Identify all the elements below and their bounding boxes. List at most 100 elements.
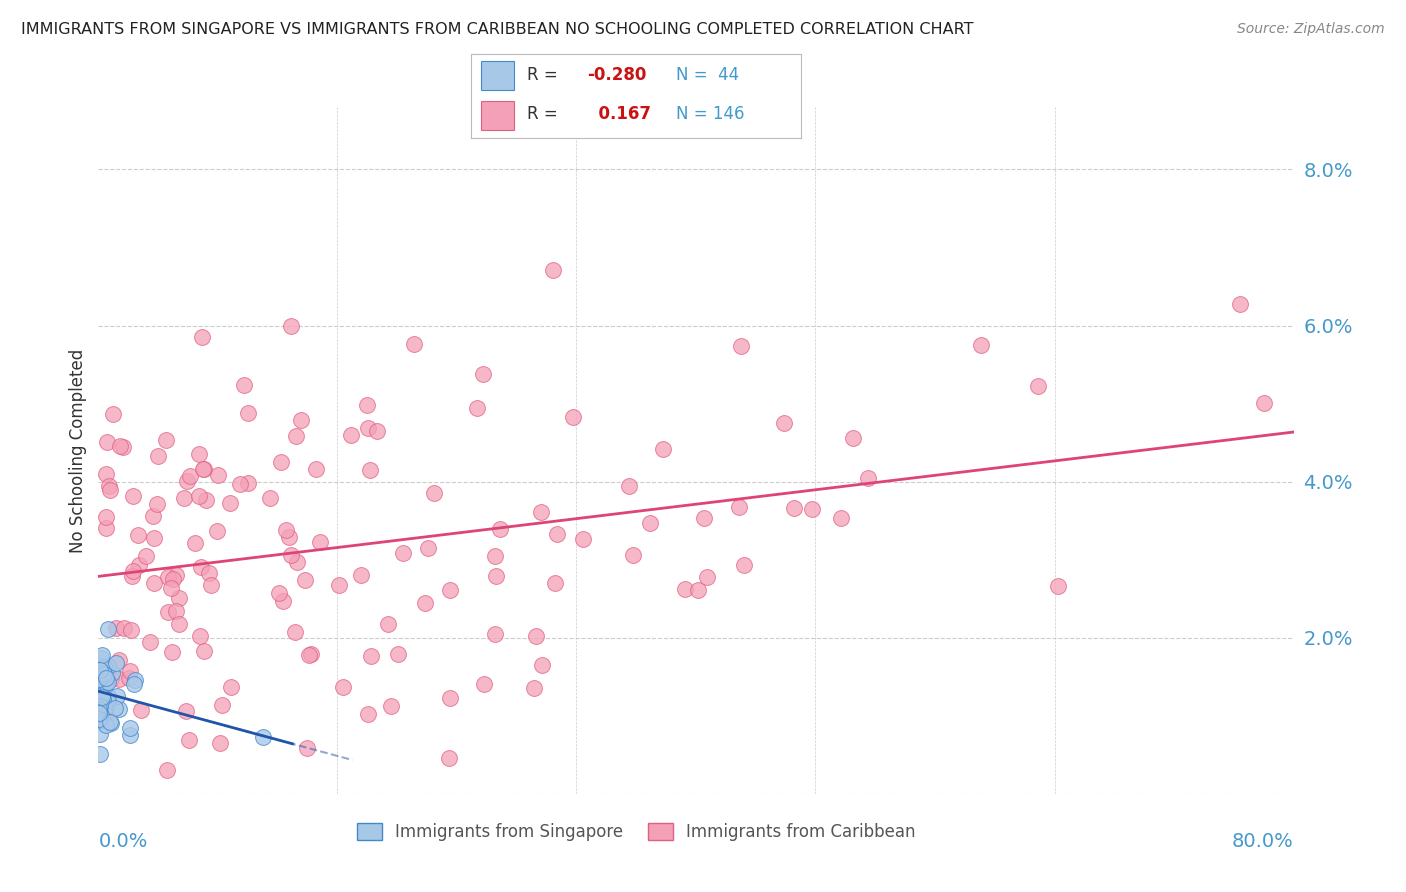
Bar [481,101,515,130]
Point [142,575,165,590]
Text: R =: R = [527,105,564,123]
Point [127,528,149,542]
Point [284,624,307,639]
Point [167,591,190,605]
Point [733,558,755,573]
Point [219,681,242,695]
Point [391,546,413,560]
Point [524,629,547,643]
Point [357,707,380,722]
Point [121,569,143,583]
Point [290,413,312,427]
Bar [481,62,515,90]
Point [305,462,328,476]
Point [118,671,141,685]
Point [546,527,568,541]
Text: Source: ZipAtlas.com: Source: ZipAtlas.com [1237,22,1385,37]
Point [97,675,120,690]
Point [155,433,177,447]
Point [118,665,141,679]
Point [1046,579,1069,593]
Point [673,582,696,597]
Point [89,672,111,686]
Point [208,736,231,750]
Point [340,427,363,442]
Point [193,461,215,475]
Point [97,689,120,703]
Point [472,677,495,691]
Point [142,531,165,545]
Point [727,500,749,514]
Point [156,605,179,619]
Point [651,442,673,457]
Text: N =  44: N = 44 [676,66,740,84]
Point [332,681,354,695]
Point [128,558,150,573]
Point [183,536,205,550]
Point [219,496,242,510]
Point [299,648,322,662]
Point [439,691,461,706]
Point [91,675,114,690]
Point [91,648,114,663]
Point [108,702,131,716]
Point [146,497,169,511]
Point [359,463,381,477]
Point [188,630,211,644]
Point [696,570,718,584]
Point [187,490,209,504]
Point [94,700,117,714]
Point [730,339,752,353]
Point [100,714,122,729]
Point [437,751,460,765]
Point [97,694,120,708]
Point [89,712,111,726]
Point [105,621,128,635]
Text: N = 146: N = 146 [676,105,744,123]
Point [404,337,426,351]
Point [157,570,180,584]
Point [89,663,111,677]
Point [1026,379,1049,393]
Point [309,535,332,549]
Point [129,703,152,717]
Point [94,705,117,719]
Point [1229,297,1251,311]
Point [121,564,143,578]
Point [484,627,506,641]
Point [94,509,117,524]
Point [238,406,260,420]
Point [693,511,716,525]
Point [280,318,302,333]
Point [97,659,120,673]
Point [544,576,567,591]
Point [638,516,661,531]
Point [174,704,197,718]
Point [472,367,495,381]
Point [232,377,254,392]
Point [488,522,510,536]
Point [89,707,111,722]
Point [97,622,120,636]
Point [94,467,117,482]
Text: 0.0%: 0.0% [98,831,148,851]
Point [229,476,252,491]
Point [124,673,146,687]
Point [252,730,274,744]
Point [87,706,110,721]
Point [423,486,446,500]
Point [195,492,218,507]
Point [135,549,157,563]
Text: 80.0%: 80.0% [1232,831,1294,851]
Point [298,648,321,662]
Point [167,617,190,632]
Point [350,568,373,582]
Point [91,677,114,691]
Point [190,560,212,574]
Point [413,596,436,610]
Point [783,500,806,515]
Point [523,681,546,695]
Y-axis label: No Schooling Completed: No Schooling Completed [69,349,87,552]
Point [179,468,201,483]
Point [418,541,440,555]
